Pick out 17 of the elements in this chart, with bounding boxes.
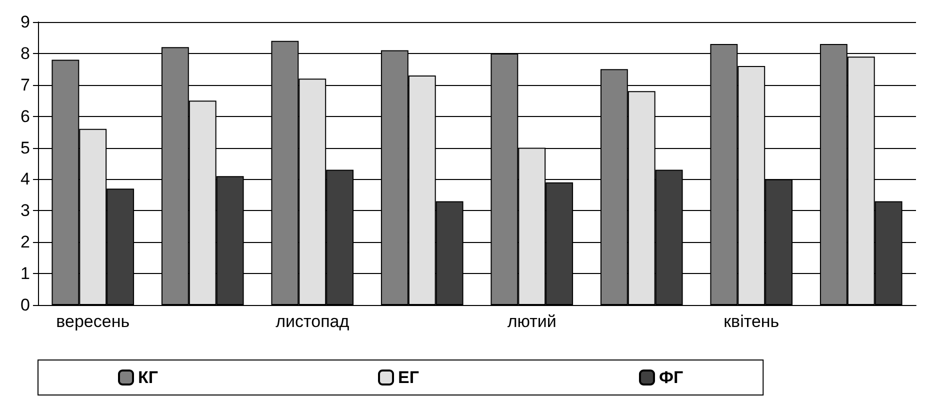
y-tick-label: 3 — [20, 201, 30, 220]
y-tick-label: 7 — [20, 75, 30, 94]
x-tick-label: листопад — [276, 312, 350, 331]
legend-label: КГ — [138, 368, 158, 387]
y-tick-label: 1 — [20, 264, 30, 284]
y-tick-label: 5 — [20, 138, 30, 158]
x-tick-label: лютий — [507, 312, 556, 331]
y-tick-label: 4 — [20, 170, 30, 189]
x-tick-label: вересень — [56, 312, 130, 331]
y-tick-label: 6 — [20, 106, 30, 126]
y-tick-label: 2 — [20, 232, 30, 252]
y-tick-label: 8 — [20, 44, 30, 63]
y-tick-label: 0 — [20, 296, 30, 314]
x-tick-label: квітень — [724, 312, 780, 331]
legend-label: ФГ — [658, 368, 684, 387]
legend-label: ЕГ — [398, 368, 420, 387]
y-tick-label: 9 — [20, 12, 30, 32]
